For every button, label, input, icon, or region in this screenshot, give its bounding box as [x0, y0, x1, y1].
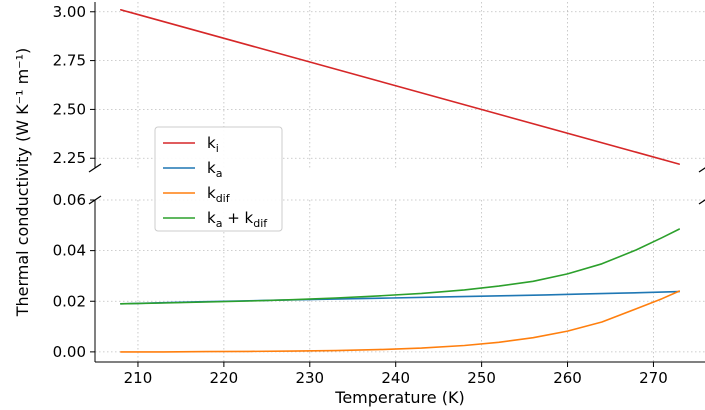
y-tick-label-lower: 0.04 — [53, 242, 86, 260]
y-tick-label-upper: 3.00 — [53, 3, 86, 21]
legend-label: kdif — [207, 184, 231, 205]
axis-break-mark — [698, 167, 705, 173]
axes-frame — [94, 2, 705, 363]
lower-grid — [95, 199, 705, 362]
y-tick-label-upper: 2.75 — [53, 52, 86, 70]
y-tick-label-lower: 0.06 — [53, 191, 86, 209]
lower-series-layer — [120, 228, 681, 353]
x-tick-label: 250 — [467, 369, 496, 387]
x-tick-label: 210 — [124, 369, 153, 387]
y-tick-label-lower: 0.02 — [53, 292, 86, 310]
series-line-k-a-k-dif — [120, 228, 681, 305]
axis-break-mark — [88, 163, 102, 173]
legend-label: ki — [207, 134, 219, 155]
axis-break-mark — [88, 195, 102, 205]
axis-break-mark — [698, 199, 705, 205]
x-tick-label: 240 — [381, 369, 410, 387]
tick-layer: 210 220 230 240 250 260 270 2.25 2.50 2.75 3.00 0.0… — [53, 3, 668, 387]
y-axis-label: Thermal conductivity (W K⁻¹ m⁻¹) — [13, 48, 32, 318]
y-tick-label-lower: 0.00 — [53, 343, 86, 361]
x-tick-label: 230 — [295, 369, 324, 387]
legend-label: ka — [207, 159, 222, 180]
y-tick-label-upper: 2.50 — [53, 100, 86, 118]
legend-label: ka + kdif — [207, 209, 268, 230]
x-tick-label: 270 — [639, 369, 668, 387]
legend: ki ka kdif ka + kdif — [154, 126, 283, 232]
x-tick-label: 260 — [553, 369, 582, 387]
y-tick-label-upper: 2.25 — [53, 149, 86, 167]
series-line-k-i — [120, 9, 681, 165]
upper-grid — [95, 2, 705, 168]
legend-box — [154, 126, 283, 232]
x-axis-label: Temperature (K) — [334, 388, 464, 407]
x-tick-label: 220 — [210, 369, 239, 387]
series-line-k-dif — [120, 290, 681, 353]
axis-break-marks — [88, 163, 705, 205]
upper-series-layer — [120, 9, 681, 165]
